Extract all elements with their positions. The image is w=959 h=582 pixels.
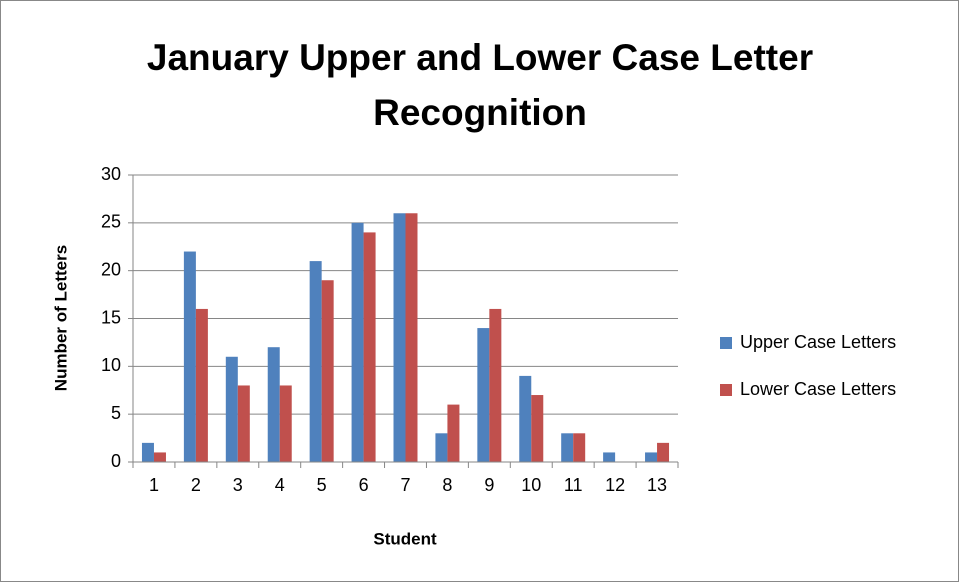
- x-tick-label: 10: [521, 475, 541, 495]
- x-tick-label: 8: [442, 475, 452, 495]
- bar: [267, 347, 280, 462]
- y-tick-label: 20: [101, 259, 121, 279]
- bar: [351, 222, 364, 462]
- legend-label: Lower Case Letters: [740, 379, 896, 399]
- x-tick-label: 2: [191, 475, 201, 495]
- y-tick-label: 15: [101, 307, 121, 327]
- bar: [363, 232, 376, 462]
- legend-swatch: [720, 384, 732, 396]
- bar: [183, 251, 196, 462]
- x-tick-label: 9: [484, 475, 494, 495]
- bar: [447, 404, 460, 462]
- bar: [321, 280, 334, 462]
- bar: [561, 433, 574, 462]
- bar: [309, 261, 322, 462]
- x-tick-label: 6: [359, 475, 369, 495]
- y-tick-label: 5: [111, 403, 121, 423]
- x-tick-label: 13: [647, 475, 667, 495]
- bar: [141, 442, 154, 462]
- chart-title: January Upper and Lower Case Letter Reco…: [146, 37, 814, 133]
- x-tick-label: 1: [149, 475, 159, 495]
- x-tick-label: 11: [564, 475, 583, 495]
- bar: [489, 308, 502, 462]
- y-tick-label: 25: [101, 212, 121, 232]
- bar: [225, 356, 238, 462]
- x-tick-label: 7: [400, 475, 410, 495]
- bar: [195, 308, 208, 462]
- x-tick-label: 3: [233, 475, 243, 495]
- x-axis-label: Student: [373, 529, 437, 548]
- bar: [573, 433, 586, 462]
- bar: [645, 452, 658, 462]
- y-tick-label: 30: [101, 164, 121, 184]
- bar: [393, 213, 406, 462]
- y-axis-label: Number of Letters: [51, 245, 70, 391]
- y-tick-label: 10: [101, 355, 121, 375]
- bar: [405, 213, 418, 462]
- x-tick-label: 4: [275, 475, 285, 495]
- bar: [603, 452, 616, 462]
- bar: [657, 442, 670, 462]
- x-tick-label: 12: [605, 475, 625, 495]
- bar: [279, 385, 292, 462]
- legend-label: Upper Case Letters: [740, 332, 896, 352]
- bar: [435, 433, 448, 462]
- bar: [519, 375, 532, 462]
- bar: [477, 328, 490, 462]
- bar: [237, 385, 250, 462]
- bar: [153, 452, 166, 462]
- x-tick-label: 5: [317, 475, 327, 495]
- bar: [531, 395, 544, 462]
- y-tick-label: 0: [111, 451, 121, 471]
- legend-swatch: [720, 337, 732, 349]
